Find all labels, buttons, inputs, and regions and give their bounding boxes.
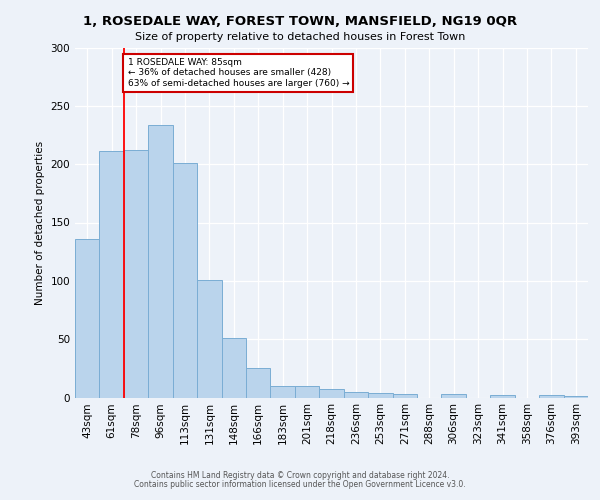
Bar	[368, 393, 392, 398]
Bar	[490, 395, 515, 398]
Y-axis label: Number of detached properties: Number of detached properties	[35, 140, 45, 304]
Text: 1 ROSEDALE WAY: 85sqm
← 36% of detached houses are smaller (428)
63% of semi-det: 1 ROSEDALE WAY: 85sqm ← 36% of detached …	[128, 58, 349, 88]
Bar	[392, 394, 417, 398]
Bar	[271, 386, 295, 398]
Bar	[563, 396, 588, 398]
Bar	[246, 368, 271, 398]
Text: Contains public sector information licensed under the Open Government Licence v3: Contains public sector information licen…	[134, 480, 466, 489]
Text: 1, ROSEDALE WAY, FOREST TOWN, MANSFIELD, NG19 0QR: 1, ROSEDALE WAY, FOREST TOWN, MANSFIELD,…	[83, 15, 517, 28]
Bar	[442, 394, 466, 398]
Bar	[148, 124, 173, 398]
Bar	[295, 386, 319, 398]
Bar	[100, 152, 124, 398]
Bar	[75, 239, 100, 398]
Text: Size of property relative to detached houses in Forest Town: Size of property relative to detached ho…	[135, 32, 465, 42]
Bar	[173, 163, 197, 398]
Bar	[344, 392, 368, 398]
Bar	[221, 338, 246, 398]
Bar	[539, 395, 563, 398]
Bar	[197, 280, 221, 398]
Bar	[124, 150, 148, 398]
Text: Contains HM Land Registry data © Crown copyright and database right 2024.: Contains HM Land Registry data © Crown c…	[151, 471, 449, 480]
Bar	[319, 390, 344, 398]
